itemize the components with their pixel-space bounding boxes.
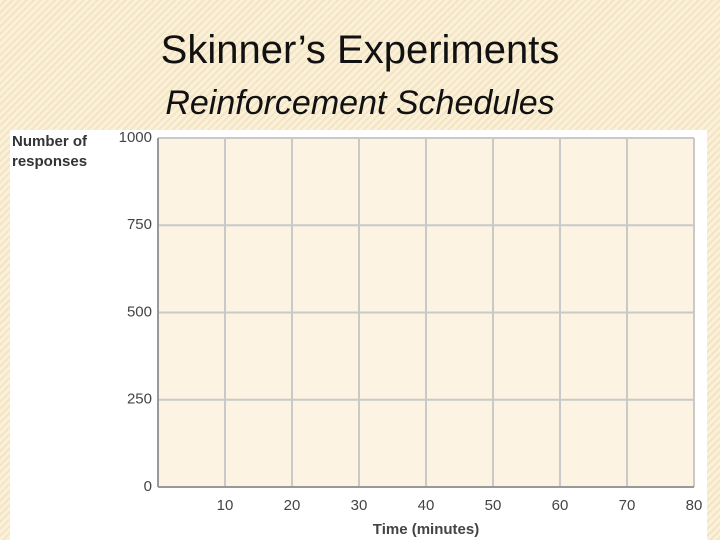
x-tick-label: 20 (284, 497, 301, 514)
y-tick-label: 750 (127, 216, 152, 233)
y-axis-label: Number of responses (12, 133, 88, 170)
x-tick-label: 60 (552, 497, 569, 514)
y-tick-label: 0 (144, 478, 152, 495)
slide-subtitle: Reinforcement Schedules (165, 84, 555, 122)
y-tick-label: 1000 (119, 129, 152, 146)
x-tick-label: 30 (351, 497, 368, 514)
slide-title: Skinner’s Experiments (160, 28, 560, 72)
x-tick-label: 40 (418, 497, 435, 514)
x-axis-label: Time (minutes) (373, 521, 479, 538)
x-tick-label: 10 (217, 497, 234, 514)
x-tick-label: 80 (686, 497, 703, 514)
y-tick-label: 500 (127, 303, 152, 320)
y-tick-label: 250 (127, 391, 152, 408)
x-tick-label: 50 (485, 497, 502, 514)
x-tick-label: 70 (619, 497, 636, 514)
